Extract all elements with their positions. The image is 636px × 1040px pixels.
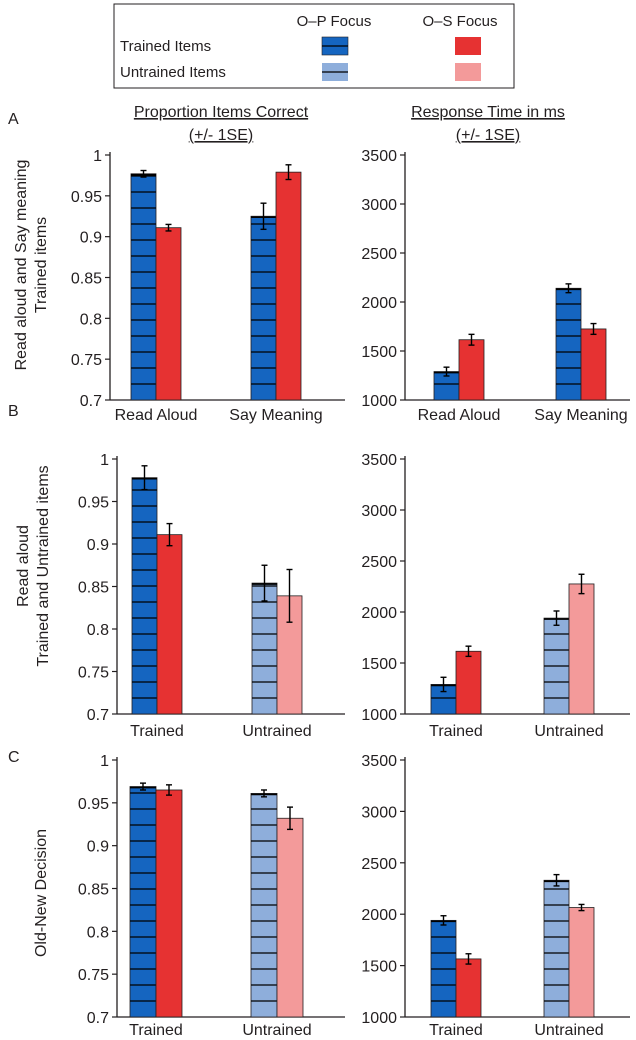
row-c-ylabel: Old-New Decision <box>33 829 50 957</box>
legend-swatch-os-trained <box>455 37 481 55</box>
y-tick-label: 1500 <box>361 959 397 976</box>
bar <box>543 879 570 1018</box>
row-b-ylabel-line2: Trained and Untrained items <box>35 465 52 666</box>
panel-c-accuracy: 0.7 0.75 0.8 0.85 0.9 0.95 1 Trained Untrained <box>78 753 345 1039</box>
bar <box>156 534 183 715</box>
bar <box>251 582 278 715</box>
y-tick-label: 3500 <box>361 452 397 469</box>
bar <box>130 173 157 401</box>
y-tick-label: 0.75 <box>71 352 102 369</box>
panel-b-response-time: 1000 1500 2000 2500 3000 3500 Trained Untrained <box>361 452 630 740</box>
legend-swatch-os-untrained <box>455 63 481 81</box>
bar <box>276 817 304 1018</box>
header-response-time-se: (+/- 1SE) <box>456 127 520 144</box>
row-a-ylabel-line2: Trained items <box>33 217 50 313</box>
legend-box <box>113 3 515 89</box>
row-a-ylabel-line1: Read aloud and Say meaning <box>13 160 30 371</box>
header-accuracy-se: (+/- 1SE) <box>189 127 253 144</box>
bar <box>568 907 595 1018</box>
bar <box>250 215 277 401</box>
y-tick-label: 0.85 <box>71 271 102 288</box>
column-headers: Proportion Items Correct (+/- 1SE) Respo… <box>134 104 565 144</box>
y-tick-label: 1 <box>100 753 109 770</box>
panel-a-response-time: 1000 1500 2000 2500 3000 3500 Read Aloud Say Me… <box>361 148 630 424</box>
y-tick-label: 1500 <box>361 656 397 673</box>
legend-col-op-focus: O–P Focus <box>297 13 372 30</box>
legend-col-os-focus: O–S Focus <box>422 13 497 30</box>
y-tick-label: 1000 <box>361 1010 397 1027</box>
y-tick-label: 2500 <box>361 246 397 263</box>
y-tick-label: 0.7 <box>87 1010 109 1027</box>
category-label: Untrained <box>242 723 311 740</box>
y-tick-label: 0.85 <box>78 882 109 899</box>
row-letter-a: A <box>8 111 19 128</box>
bar <box>458 339 485 401</box>
category-label: Say Meaning <box>534 407 627 424</box>
bar <box>129 786 157 1018</box>
y-tick-label: 3000 <box>361 804 397 821</box>
panel-c-response-time: 1000 1500 2000 2500 3000 3500 Trained Untrained <box>361 753 630 1039</box>
y-tick-label: 0.9 <box>87 839 109 856</box>
header-accuracy: Proportion Items Correct <box>134 104 309 121</box>
y-tick-label: 0.85 <box>78 580 109 597</box>
row-letter-c: C <box>8 749 20 766</box>
y-tick-label: 0.95 <box>78 796 109 813</box>
row-b-ylabel-line1: Read aloud <box>15 525 32 607</box>
y-tick-label: 2500 <box>361 856 397 873</box>
y-tick-label: 3000 <box>361 197 397 214</box>
panel-b-accuracy: 0.7 0.75 0.8 0.85 0.9 0.95 1 Trained Untrained <box>78 452 345 740</box>
y-tick-label: 0.75 <box>78 665 109 682</box>
y-tick-label: 1 <box>93 148 102 165</box>
bar <box>568 583 595 715</box>
y-tick-label: 0.9 <box>87 537 109 554</box>
y-tick-label: 0.8 <box>87 924 109 941</box>
bar <box>155 227 182 401</box>
category-label: Untrained <box>534 1022 603 1039</box>
category-label: Trained <box>429 1022 483 1039</box>
category-label: Trained <box>129 1022 183 1039</box>
category-label: Read Aloud <box>115 407 198 424</box>
bar <box>455 958 482 1018</box>
category-label: Trained <box>130 723 184 740</box>
y-tick-label: 1500 <box>361 344 397 361</box>
bar <box>580 328 607 401</box>
row-letter-b: B <box>8 403 19 420</box>
y-tick-label: 0.7 <box>87 707 109 724</box>
y-tick-label: 2000 <box>361 295 397 312</box>
y-tick-label: 0.8 <box>87 622 109 639</box>
header-response-time: Response Time in ms <box>411 104 565 121</box>
category-label: Read Aloud <box>418 407 501 424</box>
y-tick-label: 1000 <box>361 707 397 724</box>
legend-row-untrained: Untrained Items <box>120 64 226 81</box>
bar <box>155 789 183 1018</box>
bar <box>131 477 158 715</box>
y-tick-label: 0.95 <box>78 495 109 512</box>
legend-row-trained: Trained Items <box>120 38 211 55</box>
y-tick-label: 1000 <box>361 393 397 410</box>
y-tick-label: 3000 <box>361 503 397 520</box>
bar <box>275 171 302 401</box>
category-label: Trained <box>429 723 483 740</box>
bar <box>455 650 482 715</box>
row-labels: A B C Read aloud and Say meaning Trained… <box>8 111 52 957</box>
panel-a-accuracy: 0.7 0.75 0.8 0.85 0.9 0.95 1 Read Aloud Say Mean… <box>71 148 345 424</box>
y-tick-label: 0.7 <box>80 393 102 410</box>
y-tick-label: 3500 <box>361 148 397 165</box>
y-tick-label: 0.8 <box>80 311 102 328</box>
y-tick-label: 2500 <box>361 554 397 571</box>
category-label: Say Meaning <box>229 407 322 424</box>
category-label: Untrained <box>534 723 603 740</box>
y-tick-label: 0.75 <box>78 967 109 984</box>
legend: O–P Focus O–S Focus Trained Items Untrai… <box>113 3 515 89</box>
y-tick-label: 3500 <box>361 753 397 770</box>
y-tick-label: 0.95 <box>71 189 102 206</box>
y-tick-label: 2000 <box>361 907 397 924</box>
category-label: Untrained <box>242 1022 311 1039</box>
y-tick-label: 2000 <box>361 605 397 622</box>
bar <box>555 287 582 401</box>
y-tick-label: 0.9 <box>80 230 102 247</box>
y-tick-label: 1 <box>100 452 109 469</box>
